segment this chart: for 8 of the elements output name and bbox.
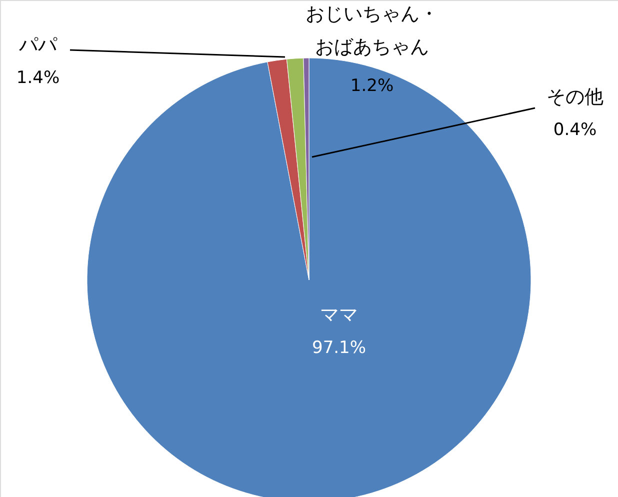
- data-label: 1.4%: [16, 68, 60, 88]
- slice-label: その他: [546, 86, 604, 108]
- data-label: 1.2%: [350, 76, 394, 96]
- slice-label: おじいちゃん・おばあちゃん: [306, 3, 438, 58]
- data-label: 0.4%: [553, 120, 597, 140]
- slice-label: ママ: [320, 304, 358, 326]
- slice-label: パパ: [18, 34, 58, 56]
- data-label: 97.1%: [312, 338, 366, 358]
